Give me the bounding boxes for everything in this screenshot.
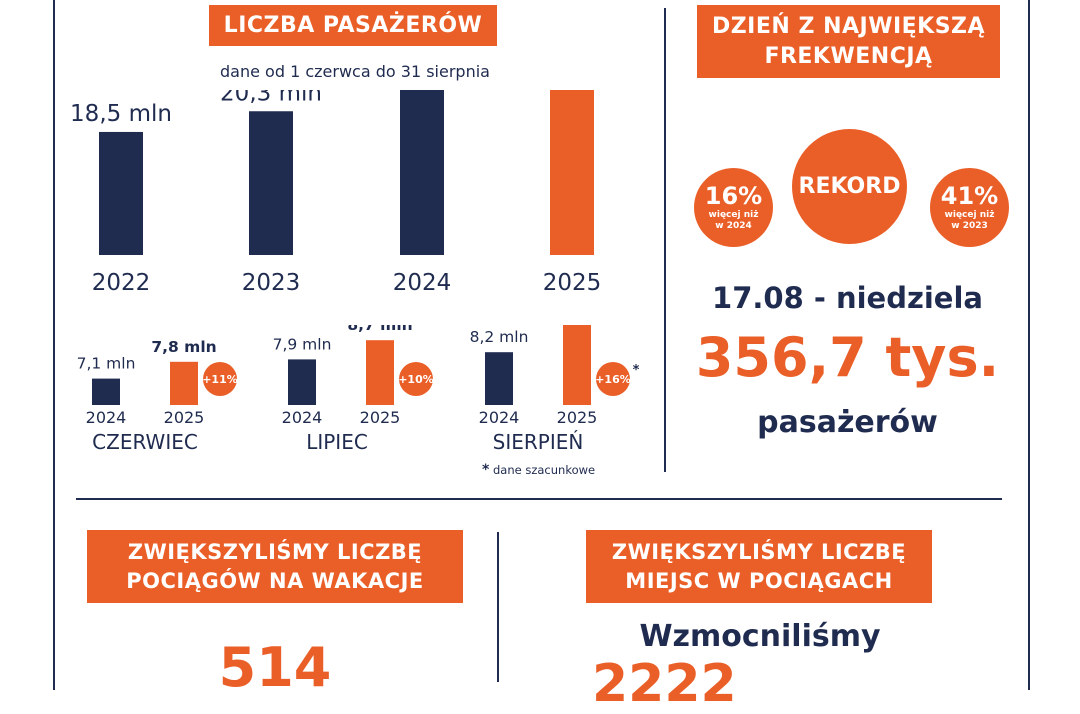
month-year-label: 2025 — [360, 408, 401, 427]
month-label: LIPIEC — [306, 430, 368, 454]
month-year-label: 2024 — [86, 408, 127, 427]
change-badge — [203, 362, 237, 396]
trains-number: 514 — [218, 636, 332, 699]
month-year-label: 2024 — [282, 408, 323, 427]
month-value-label: 7,8 mln — [151, 338, 216, 356]
record-title: DZIEŃ Z NAJWIĘKSZĄ FREKWENCJĄ — [697, 5, 1000, 78]
change-label: +10% — [398, 373, 434, 386]
monthly-passengers-chart: 7,1 mln 2024 7,8 mln 2025 +11% CZERWIEC 7,9 ml… — [77, 325, 640, 454]
record-circle: REKORD — [792, 129, 907, 244]
month-value-label: 7,1 mln — [77, 355, 136, 373]
seats-number: 2222 — [592, 654, 737, 714]
month-year-label: 2024 — [479, 408, 520, 427]
year-label-2024: 2024 — [393, 270, 452, 296]
record-unit: pasażerów — [757, 405, 938, 440]
trains-title: ZWIĘKSZYLIŚMY LICZBĘ POCIĄGÓW NA WAKACJE — [87, 530, 463, 603]
change-badge — [596, 362, 630, 396]
change-label: +16% — [595, 373, 631, 386]
record-label: REKORD — [798, 174, 901, 199]
right-percent-badge: 41% więcej niż w 2023 — [930, 168, 1009, 247]
month-label: SIERPIEŃ — [493, 430, 584, 454]
month-bar-lipiec-2025 — [366, 340, 394, 405]
left-percent-note: więcej niż w 2024 — [708, 209, 759, 231]
change-label: +11% — [202, 373, 238, 386]
record-date: 17.08 - niedziela — [712, 281, 983, 315]
record-count: 356,7 tys. — [695, 326, 1000, 389]
month-year-label: 2025 — [164, 408, 205, 427]
bar-2023 — [249, 111, 293, 255]
month-bar-sierpień-2024 — [485, 352, 513, 405]
value-label-2022: 18,5 mln — [70, 101, 172, 127]
passengers-subtitle: dane od 1 czerwca do 31 sierpnia — [220, 62, 490, 81]
top-vertical-divider — [664, 8, 666, 472]
change-note: * — [633, 363, 640, 378]
horizontal-divider — [76, 498, 1002, 500]
change-badge — [399, 362, 433, 396]
month-label: CZERWIEC — [92, 430, 198, 454]
infographic-frame — [53, 0, 1030, 690]
bar-2025 — [550, 90, 594, 256]
month-value-label: 8,2 mln — [470, 328, 529, 346]
month-bar-czerwiec-2024 — [92, 378, 120, 405]
right-percent-note: więcej niż w 2023 — [944, 209, 995, 231]
left-percent-badge: 16% więcej niż w 2024 — [694, 168, 773, 247]
value-label-2023: 20,3 mln — [220, 90, 322, 106]
month-value-label: 7,9 mln — [273, 335, 332, 353]
year-label-2022: 2022 — [92, 270, 151, 296]
right-percent: 41% — [940, 181, 999, 210]
seats-lead: Wzmocniliśmy — [639, 619, 881, 654]
month-bar-czerwiec-2025 — [170, 361, 198, 405]
year-label-2023: 2023 — [242, 270, 301, 296]
seats-title: ZWIĘKSZYLIŚMY LICZBĘ MIEJSC W POCIĄGACH — [586, 530, 932, 603]
bar-2024 — [400, 90, 444, 256]
footnote-text: dane szacunkowe — [492, 463, 596, 477]
footnote-star: * — [482, 462, 490, 478]
month-value-label: 8,7 mln — [347, 325, 412, 334]
month-bar-lipiec-2024 — [288, 359, 316, 405]
passengers-title: LICZBA PASAŻERÓW — [209, 5, 497, 46]
month-year-label: 2025 — [557, 408, 598, 427]
bottom-vertical-divider — [497, 532, 499, 682]
bar-2022 — [99, 131, 143, 255]
year-label-2025: 2025 — [543, 270, 602, 296]
month-bar-sierpień-2025 — [563, 325, 591, 405]
footnote: * dane szacunkowe — [482, 462, 595, 478]
left-percent: 16% — [704, 181, 763, 210]
